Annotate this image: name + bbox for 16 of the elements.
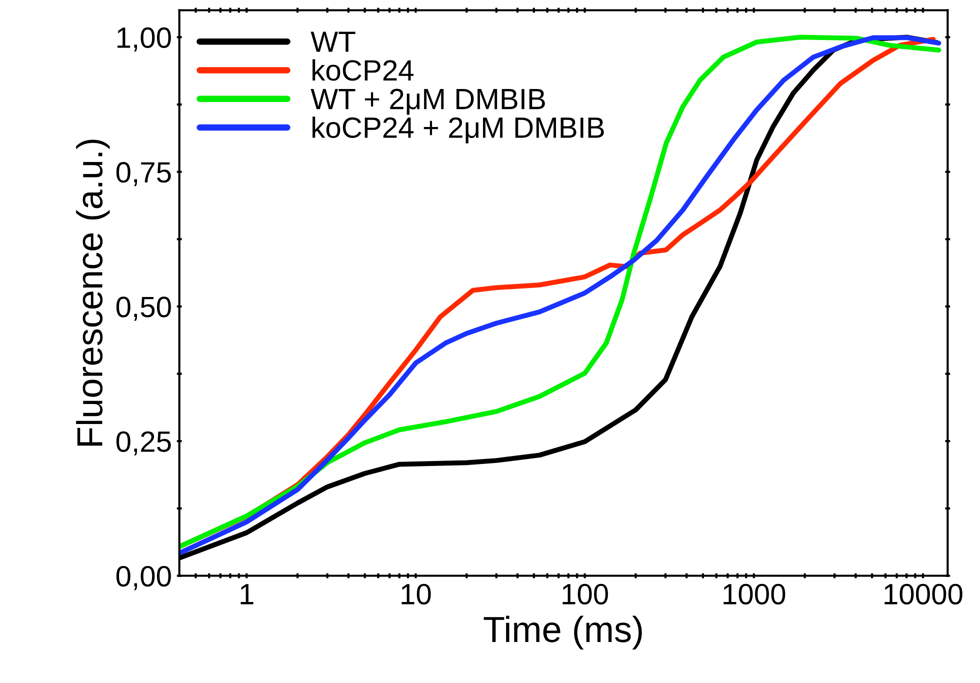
y-tick-label: 0,25 xyxy=(116,431,171,456)
x-axis-title: Time (ms) xyxy=(484,616,642,650)
legend-label: koCP24 xyxy=(312,59,414,81)
y-tick-label: 0,00 xyxy=(116,566,171,590)
legend-label: WT xyxy=(310,32,356,52)
x-tick-label: 1000 xyxy=(724,584,786,604)
y-tick-label: 0,50 xyxy=(116,296,171,321)
x-tick-label: 10000 xyxy=(884,584,962,604)
x-tick-label: 1 xyxy=(240,584,254,604)
x-tick-label: 100 xyxy=(562,584,608,604)
x-tick-label: 10 xyxy=(402,584,431,604)
legend-label: WT + 2μM DMBIB xyxy=(310,88,545,115)
y-tick-label: 0,75 xyxy=(116,162,171,186)
y-tick-label: 1,00 xyxy=(118,27,171,52)
y-axis-title: Fluorescence (a.u.) xyxy=(76,140,110,446)
legend-label: koCP24 + 2μM DMBIB xyxy=(312,116,604,144)
